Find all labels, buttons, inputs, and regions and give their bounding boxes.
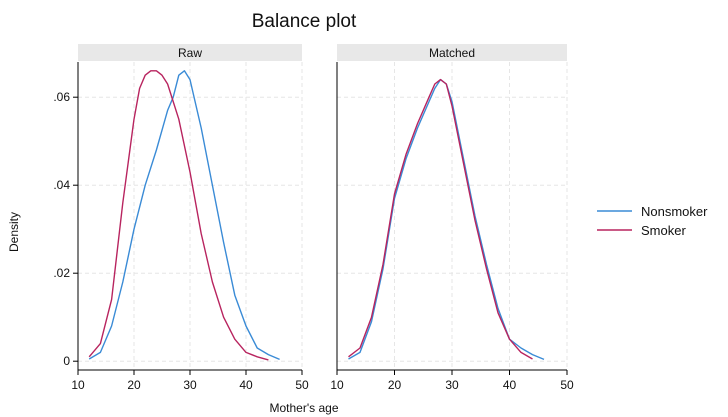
x-tick-label: 40 [239,378,253,392]
x-tick-label: 20 [127,378,141,392]
legend: Nonsmoker Smoker [597,204,708,238]
panel-raw: Raw 10 20 30 40 50 0 .02 .04 .06 [53,44,309,392]
x-tick-label: 20 [388,378,402,392]
panel-strip-label: Matched [429,46,475,60]
x-tick-label: 30 [445,378,459,392]
x-tick-label: 30 [183,378,197,392]
legend-label-smoker: Smoker [641,223,686,238]
x-tick-label: 50 [295,378,309,392]
x-tick-label: 40 [503,378,517,392]
series-line-smoker-raw [88,70,269,361]
series-line-nonsmoker-matched [348,78,545,361]
series-line-nonsmoker-raw [88,70,280,361]
y-tick-label: .04 [53,178,70,192]
panel-strip-matched [337,44,567,61]
y-axis-label: Density [7,212,21,252]
legend-label-nonsmoker: Nonsmoker [641,204,708,219]
x-tick-label: 10 [71,378,85,392]
x-tick-label: 50 [560,378,574,392]
panel-strip-label: Raw [178,46,202,60]
y-tick-label: 0 [63,354,70,368]
panel-matched: Matched 10 20 30 40 50 [330,44,574,392]
y-tick-label: .02 [53,266,70,280]
series-line-smoker-matched [348,78,533,360]
x-axis-label: Mother's age [270,401,339,415]
x-tick-label: 10 [330,378,344,392]
chart-title: Balance plot [252,11,357,32]
panel-strip-raw [78,44,302,61]
y-tick-label: .06 [53,90,70,104]
